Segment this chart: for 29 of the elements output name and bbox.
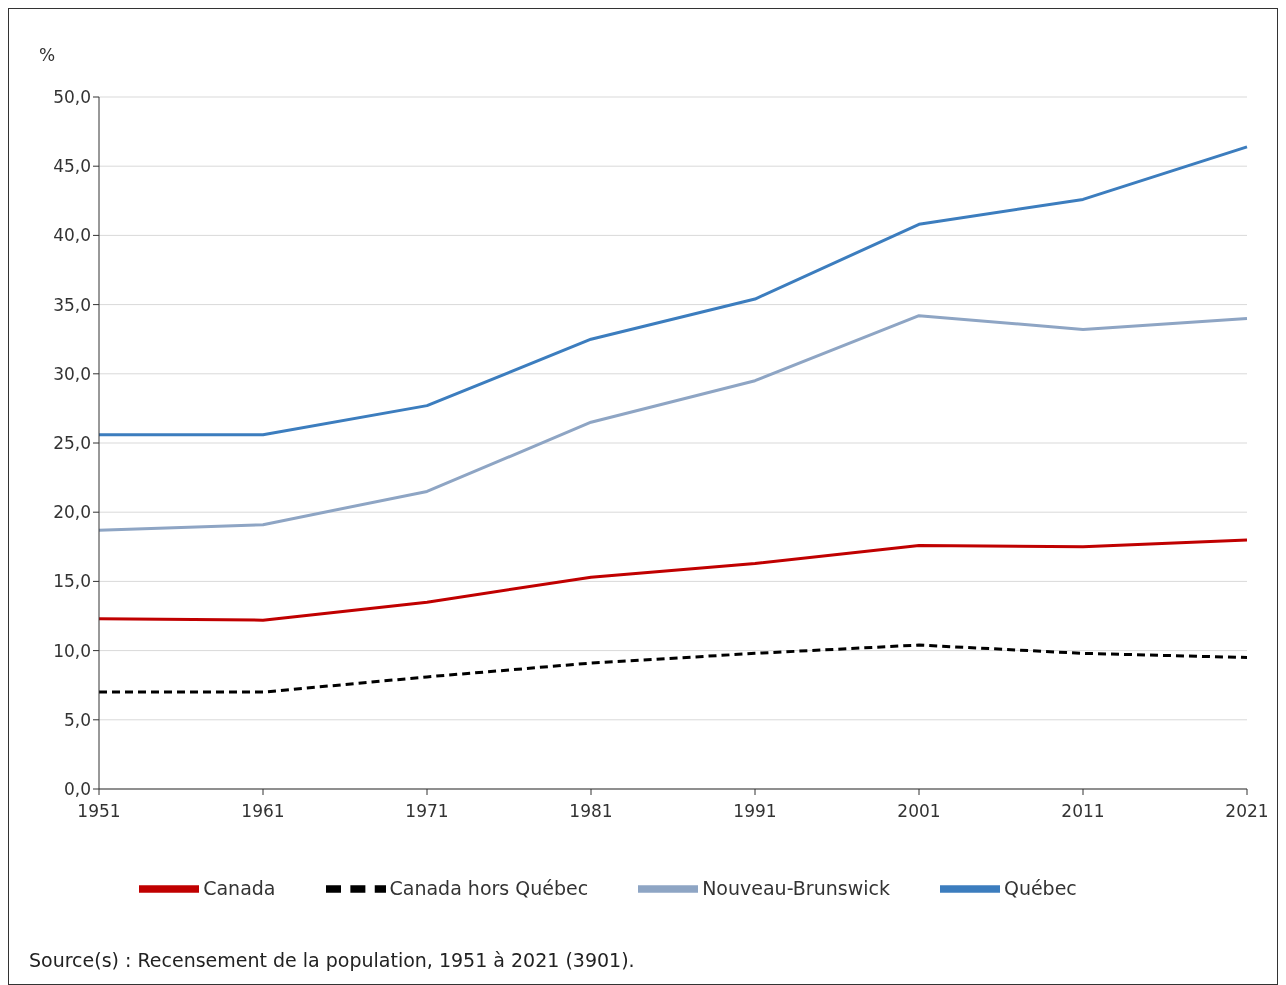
y-tick-label: 5,0 xyxy=(63,709,91,730)
y-tick-label: 15,0 xyxy=(53,571,91,592)
line-series xyxy=(97,314,1249,532)
y-tick-label: 40,0 xyxy=(53,225,91,246)
y-tick-label: 35,0 xyxy=(53,294,91,315)
line-series xyxy=(97,145,1249,437)
legend-label: Canada hors Québec xyxy=(389,876,589,899)
legend-label: Canada xyxy=(203,876,276,899)
y-tick-label: 10,0 xyxy=(53,640,91,661)
y-tick-label: 30,0 xyxy=(53,363,91,384)
line-series xyxy=(97,643,1249,694)
legend-label: Nouveau-Brunswick xyxy=(702,876,890,899)
y-tick-label: 20,0 xyxy=(53,502,91,523)
x-tick-label: 2011 xyxy=(1061,801,1105,822)
x-tick-label: 1951 xyxy=(77,801,121,822)
x-tick-label: 2001 xyxy=(897,801,941,822)
y-tick-label: 25,0 xyxy=(53,433,91,454)
y-tick-label: 0,0 xyxy=(63,779,91,800)
x-tick-label: 1981 xyxy=(569,801,613,822)
line-series xyxy=(97,538,1249,622)
x-tick-label: 1961 xyxy=(241,801,285,822)
y-tick-label: 45,0 xyxy=(53,156,91,177)
y-axis-title: % xyxy=(39,45,56,65)
legend-label: Québec xyxy=(1003,876,1077,899)
y-tick-label: 50,0 xyxy=(53,87,91,108)
x-tick-label: 1991 xyxy=(733,801,777,822)
x-tick-label: 2021 xyxy=(1225,801,1269,822)
x-tick-label: 1971 xyxy=(405,801,449,822)
source-note: Source(s) : Recensement de la population, 1951 à 2021 (3901). xyxy=(29,949,635,971)
